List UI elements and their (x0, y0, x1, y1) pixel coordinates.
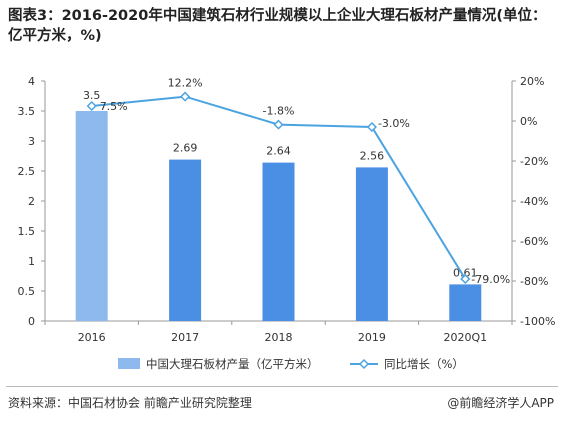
y-right-tick-label: -100% (520, 315, 555, 328)
bar-value-label: 2.69 (173, 142, 198, 155)
x-tick-label: 2017 (171, 331, 199, 344)
y-left-tick-label: 3.5 (18, 105, 36, 118)
y-left-tick-label: 1.5 (18, 225, 36, 238)
y-left-tick-label: 2 (28, 195, 35, 208)
y-right-tick-label: -80% (520, 275, 548, 288)
legend-label-line: 同比增长（%） (384, 357, 464, 371)
bar (75, 111, 108, 321)
x-tick-label: 2020Q1 (443, 331, 487, 344)
bar-value-label: 2.64 (266, 145, 291, 158)
x-tick-label: 2019 (358, 331, 386, 344)
growth-point (273, 119, 284, 130)
bar (262, 162, 295, 321)
legend-swatch-marker (358, 358, 370, 370)
footer-divider (6, 386, 558, 387)
y-left-tick-label: 1 (28, 255, 35, 268)
bar-value-label: 2.56 (360, 149, 385, 162)
growth-point (86, 100, 97, 112)
growth-point (366, 121, 377, 133)
source-note: 资料来源：中国石材协会 前瞻产业研究院整理 (8, 396, 252, 410)
growth-point (460, 273, 471, 285)
y-right-tick-label: -20% (520, 155, 548, 168)
y-left-tick-label: 0 (28, 315, 35, 328)
y-right-tick-label: 0% (520, 115, 537, 128)
bar-value-label: 3.5 (83, 89, 101, 102)
y-left-tick-label: 3 (28, 135, 35, 148)
y-left-tick-label: 4 (28, 75, 35, 88)
growth-value-label: -79.0% (471, 273, 510, 286)
legend-swatch-bars (118, 358, 140, 369)
y-right-tick-label: 20% (520, 75, 544, 88)
growth-value-label: -3.0% (378, 117, 410, 130)
footer: 资料来源：中国石材协会 前瞻产业研究院整理 @前瞻经济学人APP (8, 392, 556, 412)
growth-value-label: 7.5% (100, 100, 128, 113)
y-right-tick-label: -40% (520, 195, 548, 208)
brand-credit: @前瞻经济学人APP (447, 396, 554, 410)
x-tick-label: 2018 (265, 331, 293, 344)
bar (169, 159, 202, 321)
legend-label-bars: 中国大理石板材产量（亿平方米） (146, 357, 319, 371)
chart-title: 图表3：2016-2020年中国建筑石材行业规模以上企业大理石板材产量情况(单位… (8, 8, 547, 44)
bar (449, 284, 482, 321)
x-tick-label: 2016 (78, 331, 106, 344)
y-left-tick-label: 0.5 (18, 285, 36, 298)
growth-value-label: 12.2% (168, 77, 203, 90)
bar (355, 167, 388, 321)
growth-point (180, 91, 191, 102)
y-right-tick-label: -60% (520, 235, 548, 248)
y-left-tick-label: 2.5 (18, 165, 36, 178)
growth-value-label: -1.8% (263, 105, 295, 118)
